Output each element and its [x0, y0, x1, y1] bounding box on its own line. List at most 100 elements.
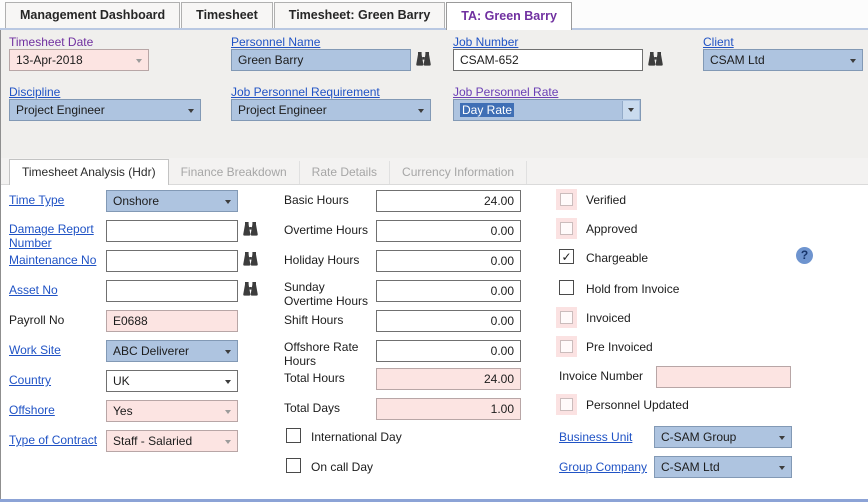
timesheet-date-select[interactable]: 13-Apr-2018 [9, 49, 149, 71]
tab-ta-green-barry[interactable]: TA: Green Barry [446, 2, 572, 30]
ta-header-form: Timesheet Date 13-Apr-2018 Personnel Nam… [1, 30, 868, 158]
maintenance-no-label-link[interactable]: Maintenance No [9, 253, 97, 267]
overtime-hours-input[interactable]: 0.00 [376, 220, 521, 242]
type-of-contract-label-link[interactable]: Type of Contract [9, 433, 98, 447]
damage-report-lookup-binoculars-icon[interactable] [242, 221, 259, 237]
payroll-no-value: E0688 [113, 314, 148, 328]
maintenance-no-lookup-binoculars-icon[interactable] [242, 251, 259, 267]
timesheet-date-label: Timesheet Date [9, 35, 94, 49]
job-personnel-rate-label-link[interactable]: Job Personnel Rate [453, 85, 559, 99]
damage-report-number-input[interactable] [106, 220, 238, 242]
pre-invoiced-checkbox-box [560, 340, 573, 353]
personnel-name-field[interactable]: Green Barry [231, 49, 411, 71]
shift-hours-value: 0.00 [490, 314, 514, 328]
country-select[interactable]: UK [106, 370, 238, 392]
sunday-overtime-hours-input[interactable]: 0.00 [376, 280, 521, 302]
business-unit-label-link[interactable]: Business Unit [559, 430, 633, 444]
invoiced-label: Invoiced [586, 311, 631, 325]
chargeable-checkbox[interactable]: ✓ [559, 249, 574, 264]
payroll-no-label: Payroll No [9, 313, 65, 327]
type-of-contract-select[interactable]: Staff - Salaried [106, 430, 238, 452]
chevron-down-icon [136, 59, 142, 63]
group-company-label-link[interactable]: Group Company [559, 460, 648, 474]
total-days-field: 1.00 [376, 398, 521, 420]
job-number-lookup-binoculars-icon[interactable] [647, 51, 664, 67]
ta-panel: Timesheet Date 13-Apr-2018 Personnel Nam… [0, 30, 868, 499]
chevron-down-icon [779, 436, 785, 440]
chevron-down-icon [225, 350, 231, 354]
job-personnel-rate-dropdown-button[interactable] [622, 101, 639, 119]
shift-hours-input[interactable]: 0.00 [376, 310, 521, 332]
tab-timesheet-analysis-hdr[interactable]: Timesheet Analysis (Hdr) [9, 159, 169, 185]
checkmark-icon: ✓ [561, 250, 572, 264]
sunday-overtime-hours-label: Sunday Overtime Hours [284, 280, 369, 308]
hold-from-invoice-checkbox[interactable] [559, 280, 574, 295]
invoiced-checkbox[interactable] [556, 307, 577, 328]
offshore-select[interactable]: Yes [106, 400, 238, 422]
chevron-down-icon [188, 109, 194, 113]
group-company-value: C-SAM Ltd [661, 460, 720, 474]
offshore-rate-hours-input[interactable]: 0.00 [376, 340, 521, 362]
personnel-updated-checkbox[interactable] [556, 394, 577, 415]
timesheet-date-value: 13-Apr-2018 [16, 53, 83, 67]
damage-report-number-label-link[interactable]: Damage Report Number [9, 222, 94, 250]
pre-invoiced-checkbox[interactable] [556, 336, 577, 357]
holiday-hours-label: Holiday Hours [284, 253, 360, 267]
sunday-overtime-hours-value: 0.00 [490, 284, 514, 298]
tab-currency-information[interactable]: Currency Information [390, 161, 528, 184]
chevron-down-icon [225, 410, 231, 414]
country-label-link[interactable]: Country [9, 373, 52, 387]
asset-no-label-link[interactable]: Asset No [9, 283, 58, 297]
personnel-name-lookup-binoculars-icon[interactable] [415, 51, 432, 67]
main-tab-bar: Management Dashboard Timesheet Timesheet… [0, 0, 868, 30]
basic-hours-input[interactable]: 24.00 [376, 190, 521, 212]
holiday-hours-input[interactable]: 0.00 [376, 250, 521, 272]
client-label-link[interactable]: Client [703, 35, 734, 49]
tab-timesheet-green-barry[interactable]: Timesheet: Green Barry [273, 2, 446, 28]
total-days-label: Total Days [284, 401, 341, 415]
payroll-no-field[interactable]: E0688 [106, 310, 238, 332]
time-type-label-link[interactable]: Time Type [9, 193, 65, 207]
job-number-input[interactable]: CSAM-652 [453, 49, 643, 71]
maintenance-no-input[interactable] [106, 250, 238, 272]
discipline-label-link[interactable]: Discipline [9, 85, 61, 99]
country-value: UK [113, 374, 130, 388]
tab-rate-details[interactable]: Rate Details [300, 161, 391, 184]
tab-finance-breakdown[interactable]: Finance Breakdown [169, 161, 300, 184]
business-unit-select[interactable]: C-SAM Group [654, 426, 792, 448]
tab-timesheet[interactable]: Timesheet [181, 2, 273, 28]
approved-checkbox[interactable] [556, 218, 577, 239]
window-bottom-accent-bar [0, 499, 868, 502]
international-day-checkbox[interactable] [286, 428, 301, 443]
basic-hours-value: 24.00 [483, 194, 514, 208]
chevron-down-icon [225, 200, 231, 204]
asset-no-input[interactable] [106, 280, 238, 302]
asset-no-lookup-binoculars-icon[interactable] [242, 281, 259, 297]
chevron-down-icon [850, 59, 856, 63]
work-site-label-link[interactable]: Work Site [9, 343, 61, 357]
client-select[interactable]: CSAM Ltd [703, 49, 863, 71]
help-icon[interactable]: ? [796, 247, 813, 264]
time-type-select[interactable]: Onshore [106, 190, 238, 212]
discipline-select[interactable]: Project Engineer [9, 99, 201, 121]
job-personnel-rate-select[interactable]: Day Rate [453, 99, 641, 121]
total-days-value: 1.00 [490, 402, 514, 416]
basic-hours-label: Basic Hours [284, 193, 349, 207]
offshore-label-link[interactable]: Offshore [9, 403, 55, 417]
business-unit-value: C-SAM Group [661, 430, 737, 444]
on-call-day-checkbox[interactable] [286, 458, 301, 473]
group-company-select[interactable]: C-SAM Ltd [654, 456, 792, 478]
work-site-select[interactable]: ABC Deliverer [106, 340, 238, 362]
offshore-rate-hours-value: 0.00 [490, 344, 514, 358]
personnel-name-label-link[interactable]: Personnel Name [231, 35, 321, 49]
job-personnel-requirement-select[interactable]: Project Engineer [231, 99, 431, 121]
verified-checkbox[interactable] [556, 189, 577, 210]
total-hours-value: 24.00 [483, 372, 514, 386]
invoice-number-input[interactable] [656, 366, 791, 388]
overtime-hours-value: 0.00 [490, 224, 514, 238]
tab-management-dashboard[interactable]: Management Dashboard [5, 2, 181, 28]
job-number-label-link[interactable]: Job Number [453, 35, 519, 49]
on-call-day-label: On call Day [311, 460, 374, 474]
job-personnel-requirement-label-link[interactable]: Job Personnel Requirement [231, 85, 380, 99]
